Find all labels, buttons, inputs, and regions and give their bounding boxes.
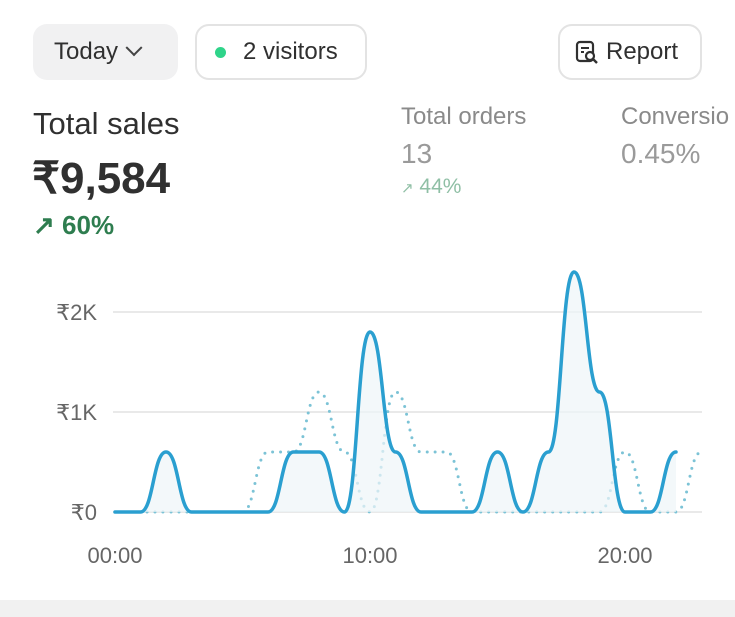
y-tick-label: ₹2K [56,300,97,325]
report-button[interactable]: Report [558,24,702,80]
total-sales-change: ↗ 60% [33,210,115,240]
x-tick-label: 10:00 [342,543,397,568]
arrow-up-right-icon: ↗ [33,210,55,240]
x-tick-label: 00:00 [87,543,142,568]
live-visitors-button[interactable]: 2 visitors [195,24,367,80]
report-search-icon [575,40,598,64]
conversion-rate-value: 0.45% [621,138,701,169]
total-orders-change: ↗ 44% [401,175,462,198]
y-tick-label: ₹1K [56,400,97,425]
x-tick-label: 20:00 [597,543,652,568]
footer-band [0,600,735,617]
date-range-dropdown[interactable]: Today [33,24,178,80]
sales-chart: ₹0 ₹1K ₹2K 00:00 10:00 20:00 [56,270,703,568]
total-sales-label: Total sales [33,106,180,141]
sales-series-line [113,270,678,514]
arrow-up-right-icon: ↗ [401,180,414,197]
total-sales-value: ₹9,584 [32,154,171,203]
total-orders-label[interactable]: Total orders [401,103,527,130]
conversion-rate-label[interactable]: Conversio [621,103,730,130]
chevron-down-icon [125,39,143,57]
live-dot-icon [215,46,226,58]
date-range-label: Today [54,38,119,65]
sales-series-area [115,272,676,512]
y-tick-label: ₹0 [71,500,97,525]
visitors-label: 2 visitors [243,38,338,65]
report-label: Report [606,38,679,65]
total-orders-value: 13 [401,138,433,169]
